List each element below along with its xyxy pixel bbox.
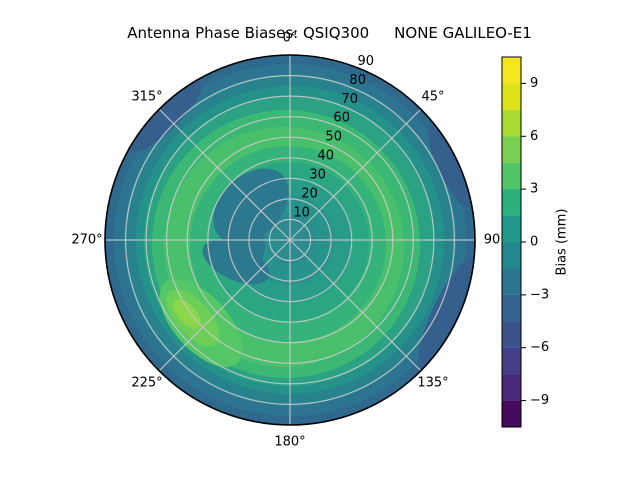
colorbar-band [502, 347, 521, 375]
angle-label-45: 45° [421, 90, 444, 105]
plot-title-right: NONE GALILEO-E1 [394, 24, 532, 42]
colorbar-axis-label: Bias (mm) [555, 209, 570, 276]
radial-label-10: 10 [293, 205, 310, 220]
radial-label-20: 20 [301, 186, 318, 201]
angle-label-180: 180° [274, 435, 305, 450]
radial-label-80: 80 [349, 73, 366, 88]
contour-bright-blob-core [173, 299, 201, 329]
plot-title: Antenna Phase Biases: QSIQ300 NONE GALILE… [0, 6, 640, 60]
colorbar-band [502, 374, 521, 401]
angle-label-90: 90 [484, 233, 501, 248]
grid-spoke-45-225 [158, 108, 422, 372]
colorbar-band [502, 294, 521, 322]
colorbar-tick-label-6: 6 [530, 129, 538, 144]
contour-rim-dark-patch-northeast [428, 124, 472, 208]
colorbar-band [502, 400, 521, 427]
colorbar-band [502, 83, 521, 110]
colorbar-band [502, 215, 521, 243]
angular-tick-labels: 0° 45° 90 135° 180° 225° 270° 315° [71, 31, 500, 450]
colorbar-band [502, 321, 521, 348]
colorbar-tick-label-3: 3 [530, 182, 538, 197]
radial-label-40: 40 [317, 149, 334, 164]
colorbar-band [502, 136, 521, 163]
radial-tick-labels: 10 20 30 40 50 60 70 80 90 [293, 54, 374, 220]
contour-rim-dark-patch-east [418, 257, 475, 371]
colorbar-band [502, 242, 521, 269]
colorbar-band [502, 268, 521, 295]
radial-label-90: 90 [358, 54, 375, 69]
colorbar-band [502, 57, 521, 84]
colorbar-tick-label-m9: −9 [530, 393, 549, 408]
colorbar-tick-label-0: 0 [530, 235, 538, 250]
radial-label-30: 30 [309, 167, 326, 182]
colorbar-band [502, 162, 521, 190]
polar-outer-edge [104, 54, 476, 426]
colorbar-band [502, 109, 521, 137]
angle-label-225: 225° [131, 376, 162, 391]
colorbar-tick-label-9: 9 [530, 76, 538, 91]
colorbar-band [502, 189, 521, 216]
radial-label-60: 60 [333, 111, 350, 126]
radial-label-50: 50 [325, 130, 342, 145]
plot-title-left: Antenna Phase Biases: QSIQ300 [127, 24, 370, 42]
angle-label-0: 0° [283, 31, 298, 46]
polar-grid [104, 54, 476, 426]
angle-label-270: 270° [71, 233, 102, 248]
colorbar-tick-label-m6: −6 [530, 340, 549, 355]
colorbar-tick-label-m3: −3 [530, 287, 549, 302]
radial-label-70: 70 [341, 92, 358, 107]
angle-label-135: 135° [417, 376, 448, 391]
angle-label-315: 315° [131, 90, 162, 105]
contour-dark-patch-sw [202, 239, 270, 285]
colorbar: 9 6 3 0 −3 −6 −9 Bias (mm) [501, 56, 570, 428]
